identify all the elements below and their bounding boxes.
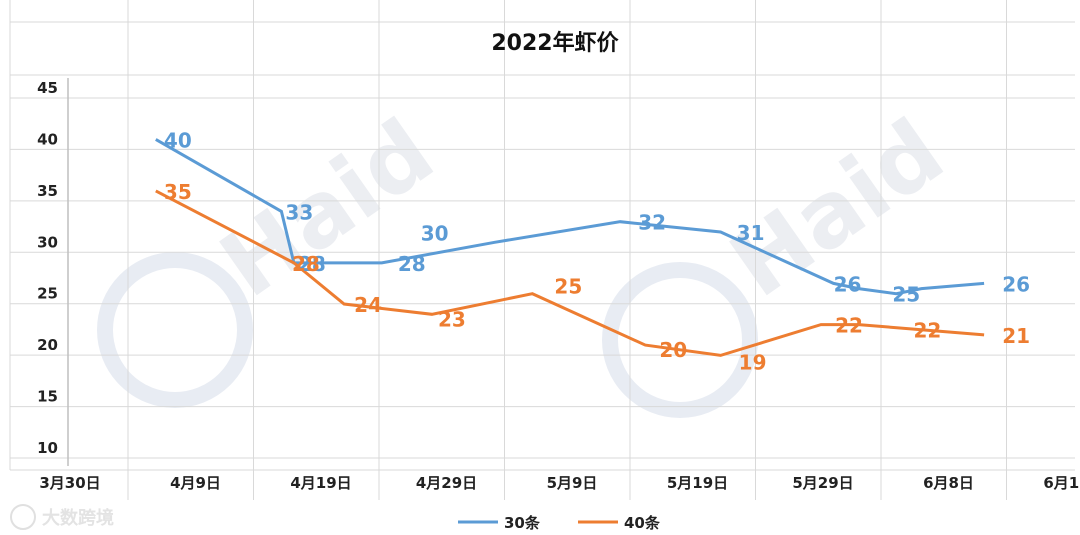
- data-label: 32: [638, 211, 666, 235]
- x-tick-label: 4月19日: [290, 474, 351, 492]
- series-lines: [155, 138, 985, 357]
- brand-watermark: 大数跨境: [10, 504, 114, 530]
- data-label: 31: [737, 221, 765, 245]
- data-label: 28: [298, 252, 326, 276]
- x-tick-label: 4月9日: [170, 474, 221, 492]
- x-tick-label: 6月18日: [1043, 474, 1080, 492]
- data-label: 26: [834, 272, 862, 296]
- y-tick-label: 20: [37, 336, 58, 354]
- x-tick-label: 5月19日: [667, 474, 728, 492]
- y-tick-label: 10: [37, 439, 58, 457]
- data-label: 40: [164, 128, 192, 152]
- y-tick-label: 25: [37, 285, 58, 303]
- data-label: 21: [1002, 324, 1030, 348]
- y-tick-label: 15: [37, 388, 58, 406]
- series-line-1: [155, 138, 985, 296]
- y-tick-label: 45: [37, 79, 58, 97]
- data-label: 23: [438, 307, 466, 331]
- data-label: 30: [421, 221, 449, 245]
- data-label: 22: [835, 314, 863, 338]
- y-tick-label: 35: [37, 182, 58, 200]
- data-label: 19: [739, 350, 767, 374]
- y-tick-label: 40: [37, 130, 58, 148]
- data-label: 35: [164, 180, 192, 204]
- series-line-2: [155, 189, 985, 357]
- brand-text: 大数跨境: [42, 508, 114, 529]
- legend-label: 40条: [624, 514, 661, 532]
- x-tick-label: 5月9日: [547, 474, 598, 492]
- data-label: 25: [892, 283, 920, 307]
- watermark-ring: [97, 252, 253, 408]
- data-label: 26: [1002, 272, 1030, 296]
- watermark-group: Haid Haid: [97, 99, 962, 418]
- legend-label: 30条: [504, 514, 541, 532]
- x-axis: 3月30日 4月9日 4月19日 4月29日 5月9日 5月19日 5月29日 6月8日 6月1…: [39, 474, 1080, 492]
- watermark-ring: [602, 262, 758, 418]
- data-label: 24: [354, 293, 382, 317]
- x-tick-label: 6月8日: [923, 474, 974, 492]
- brand-logo-icon: [10, 504, 36, 530]
- watermark-haid: Haid: [202, 99, 452, 318]
- data-label: 22: [913, 319, 941, 343]
- data-label: 33: [285, 200, 313, 224]
- grid: [9, 0, 1075, 500]
- data-label: 28: [398, 252, 426, 276]
- y-tick-label: 30: [37, 233, 58, 251]
- data-label: 28: [292, 252, 320, 276]
- data-label: 25: [554, 275, 582, 299]
- x-tick-label: 4月29日: [416, 474, 477, 492]
- x-tick-label: 3月30日: [39, 474, 100, 492]
- legend: 30条 40条: [458, 514, 661, 532]
- y-axis: 10 15 20 25 30 35 40 45: [37, 79, 58, 457]
- data-label: 20: [659, 338, 687, 362]
- x-tick-label: 5月29日: [792, 474, 853, 492]
- chart-title: 2022年虾价: [491, 30, 619, 56]
